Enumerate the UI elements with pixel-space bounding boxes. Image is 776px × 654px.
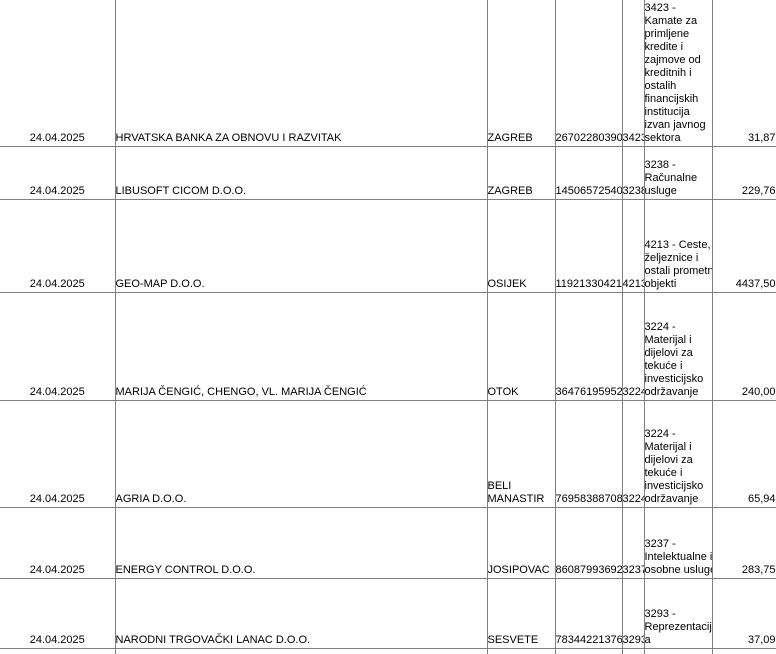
cell-city[interactable]: OSIJEK — [487, 199, 556, 293]
cell-date[interactable]: 24.04.2025 — [0, 507, 116, 579]
cell-supplier-name[interactable] — [115, 648, 488, 654]
cell-amount[interactable]: 229,76 — [712, 146, 776, 200]
cell-date[interactable] — [0, 648, 116, 654]
cell-amount[interactable]: 4437,50 — [712, 199, 776, 293]
cell-oib[interactable] — [555, 648, 623, 654]
cell-account-description[interactable]: 3238 - Računalne usluge — [644, 146, 713, 200]
cell-supplier-name[interactable]: MARIJA ČENGIĆ, CHENGO, VL. MARIJA ČENGIĆ — [115, 292, 488, 401]
cell-account-code[interactable]: 3224 — [622, 400, 645, 508]
table-row: 24.04.2025 ENERGY CONTROL D.O.O. JOSIPOV… — [0, 507, 776, 579]
table-row: 24.04.2025 LIBUSOFT CICOM D.O.O. ZAGREB … — [0, 146, 776, 200]
cell-city[interactable]: OTOK — [487, 292, 556, 401]
cell-date[interactable]: 24.04.2025 — [0, 400, 116, 508]
cell-oib[interactable]: 78344221376 — [555, 578, 623, 649]
cell-city[interactable]: ZAGREB — [487, 146, 556, 200]
cell-amount[interactable] — [712, 648, 776, 654]
cell-oib[interactable]: 14506572540 — [555, 146, 623, 200]
cell-oib[interactable]: 76958388708 — [555, 400, 623, 508]
cell-supplier-name[interactable]: GEO-MAP D.O.O. — [115, 199, 488, 293]
cell-city[interactable]: SESVETE — [487, 578, 556, 649]
cell-city[interactable]: JOSIPOVAC — [487, 507, 556, 579]
cell-city[interactable]: BELI MANASTIR — [487, 400, 556, 508]
cell-account-description[interactable] — [644, 648, 713, 654]
table-row: 24.04.2025 MARIJA ČENGIĆ, CHENGO, VL. MA… — [0, 292, 776, 401]
cell-account-description[interactable]: 3237 - Intelektualne i osobne usluge — [644, 507, 713, 579]
cell-account-description[interactable]: 4213 - Ceste, željeznice i ostali promet… — [644, 199, 713, 293]
cell-supplier-name[interactable]: HRVATSKA BANKA ZA OBNOVU I RAZVITAK — [115, 0, 488, 147]
table-row: 24.04.2025 NARODNI TRGOVAČKI LANAC D.O.O… — [0, 578, 776, 649]
table-row-partial — [0, 648, 776, 654]
cell-supplier-name[interactable]: AGRIA D.O.O. — [115, 400, 488, 508]
cell-amount[interactable]: 37,09 — [712, 578, 776, 649]
cell-account-code[interactable]: 3293 — [622, 578, 645, 649]
cell-account-code[interactable]: 3237 — [622, 507, 645, 579]
cell-city[interactable] — [487, 648, 556, 654]
cell-date[interactable]: 24.04.2025 — [0, 0, 116, 147]
cell-amount[interactable]: 31,87 — [712, 0, 776, 147]
cell-oib[interactable]: 36476195952 — [555, 292, 623, 401]
table-row: 24.04.2025 HRVATSKA BANKA ZA OBNOVU I RA… — [0, 0, 776, 147]
cell-account-code[interactable]: 3238 — [622, 146, 645, 200]
cell-date[interactable]: 24.04.2025 — [0, 199, 116, 293]
cell-account-description[interactable]: 3423 - Kamate za primljene kredite i zaj… — [644, 0, 713, 147]
cell-account-description[interactable]: 3224 - Materijal i dijelovi za tekuće i … — [644, 400, 713, 508]
cell-oib[interactable]: 86087993692 — [555, 507, 623, 579]
cell-account-code[interactable] — [622, 648, 645, 654]
cell-oib[interactable]: 26702280390 — [555, 0, 623, 147]
cell-account-description[interactable]: 3293 - Reprezentacij a — [644, 578, 713, 649]
cell-oib[interactable]: 11921330421 — [555, 199, 623, 293]
table-row: 24.04.2025 AGRIA D.O.O. BELI MANASTIR 76… — [0, 400, 776, 508]
cell-account-description[interactable]: 3224 - Materijal i dijelovi za tekuće i … — [644, 292, 713, 401]
cell-account-code[interactable]: 3423 — [622, 0, 645, 147]
cell-supplier-name[interactable]: ENERGY CONTROL D.O.O. — [115, 507, 488, 579]
cell-date[interactable]: 24.04.2025 — [0, 578, 116, 649]
cell-amount[interactable]: 240,00 — [712, 292, 776, 401]
cell-amount[interactable]: 283,75 — [712, 507, 776, 579]
cell-supplier-name[interactable]: NARODNI TRGOVAČKI LANAC D.O.O. — [115, 578, 488, 649]
cell-date[interactable]: 24.04.2025 — [0, 292, 116, 401]
cell-supplier-name[interactable]: LIBUSOFT CICOM D.O.O. — [115, 146, 488, 200]
cell-amount[interactable]: 65,94 — [712, 400, 776, 508]
table-row: 24.04.2025 GEO-MAP D.O.O. OSIJEK 1192133… — [0, 199, 776, 293]
cell-city[interactable]: ZAGREB — [487, 0, 556, 147]
cell-account-code[interactable]: 3224 — [622, 292, 645, 401]
cell-account-code[interactable]: 4213 — [622, 199, 645, 293]
cell-date[interactable]: 24.04.2025 — [0, 146, 116, 200]
